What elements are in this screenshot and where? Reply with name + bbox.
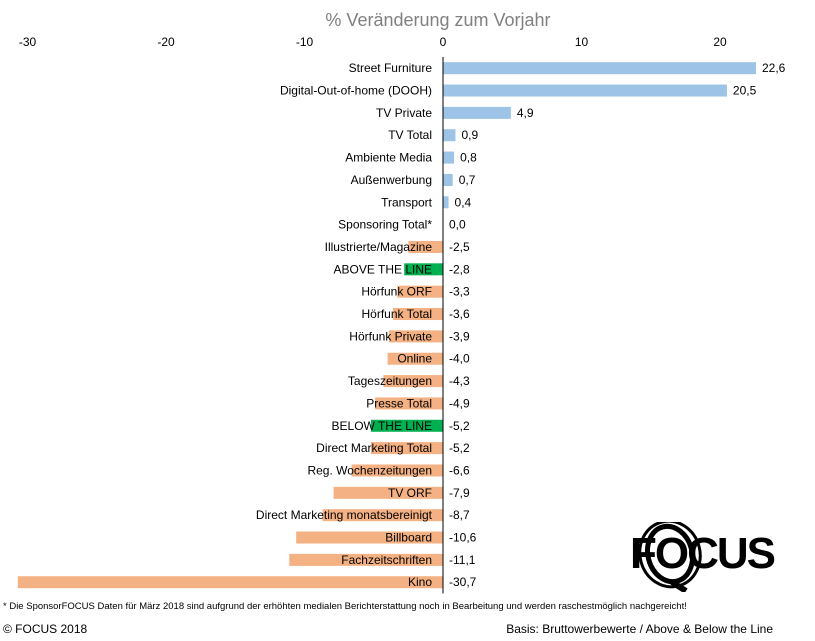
category-label: Reg. Wochenzeitungen <box>307 463 432 477</box>
basis-note: Basis: Bruttowerbewerte / Above & Below … <box>506 622 773 636</box>
bar <box>443 84 727 97</box>
bar <box>443 129 456 142</box>
category-label: TV Total <box>388 128 432 142</box>
category-label: Tageszeitungen <box>348 374 432 388</box>
logo-wordmark: FOCUS <box>630 529 775 578</box>
category-label: Hörfunk ORF <box>361 285 432 299</box>
value-label: -2,5 <box>449 240 470 254</box>
value-label: 0,7 <box>459 173 476 187</box>
x-tick-label: 20 <box>713 35 727 49</box>
value-label: -4,3 <box>449 374 470 388</box>
category-label: Ambiente Media <box>345 151 432 165</box>
bar <box>322 509 443 522</box>
x-tick-label: 0 <box>440 35 447 49</box>
value-label: 22,6 <box>762 61 786 75</box>
category-label: Online <box>397 352 432 366</box>
category-label: ABOVE THE LINE <box>334 262 432 276</box>
category-label: Illustrierte/Magazine <box>325 240 433 254</box>
category-label: Digital-Out-of-home (DOOH) <box>280 84 432 98</box>
bar <box>289 553 443 566</box>
category-label: Hörfunk Private <box>349 329 432 343</box>
category-label: TV Private <box>376 106 432 120</box>
bar <box>393 308 443 321</box>
x-tick-label: -10 <box>296 35 314 49</box>
bar <box>370 442 443 455</box>
value-label: -5,2 <box>449 419 470 433</box>
value-label: -3,9 <box>449 329 470 343</box>
category-labels: Street Furniture Digital-Out-of-home (DOO… <box>256 61 433 589</box>
category-label: Kino <box>408 575 432 589</box>
bar <box>388 330 443 343</box>
bars <box>17 62 757 589</box>
chart-title: % Veränderung zum Vorjahr <box>325 10 550 30</box>
bar <box>404 263 443 276</box>
value-label: -8,7 <box>449 508 470 522</box>
category-label: Fachzeitschriften <box>341 553 432 567</box>
category-label: Sponsoring Total* <box>338 218 432 232</box>
bar <box>443 106 511 119</box>
value-label: 20,5 <box>733 84 757 98</box>
value-label: -5,2 <box>449 441 470 455</box>
focus-logo: FOCUS <box>630 522 777 592</box>
bar <box>443 62 757 75</box>
bar <box>443 173 453 186</box>
bar <box>383 375 443 388</box>
value-label: -2,8 <box>449 262 470 276</box>
bar <box>443 196 449 209</box>
copyright: © FOCUS 2018 <box>3 622 88 636</box>
category-label: Hörfunk Total <box>362 307 432 321</box>
category-label: Transport <box>381 195 433 209</box>
value-label: 4,9 <box>517 106 534 120</box>
value-label: -4,0 <box>449 352 470 366</box>
value-label: -3,3 <box>449 285 470 299</box>
bar <box>375 397 443 410</box>
footnote: * Die SponsorFOCUS Daten für März 2018 s… <box>3 601 687 612</box>
category-label: Presse Total <box>366 396 432 410</box>
value-label: -4,9 <box>449 396 470 410</box>
value-label: -7,9 <box>449 486 470 500</box>
bar <box>333 486 443 499</box>
value-label: 0,8 <box>460 151 477 165</box>
category-label: Street Furniture <box>349 61 433 75</box>
value-label: -30,7 <box>449 575 477 589</box>
value-label: -3,6 <box>449 307 470 321</box>
value-label: 0,4 <box>455 195 472 209</box>
category-label: Direct Marketing monatsbereinigt <box>256 508 433 522</box>
bar <box>351 464 443 477</box>
bar-chart: % Veränderung zum Vorjahr -30 -20 -10 0 10 20… <box>17 10 786 594</box>
category-label: TV ORF <box>388 486 432 500</box>
bar <box>370 419 443 432</box>
bar <box>17 576 444 589</box>
value-label: -6,6 <box>449 463 470 477</box>
x-tick-label: -30 <box>19 35 37 49</box>
value-label: -10,6 <box>449 531 477 545</box>
x-tick-label: -20 <box>157 35 175 49</box>
category-label: Billboard <box>385 531 432 545</box>
category-label: Außenwerbung <box>351 173 432 187</box>
value-label: 0,0 <box>449 218 466 232</box>
category-label: Direct Marketing Total <box>316 441 432 455</box>
value-label: 0,9 <box>461 128 478 142</box>
category-label: BELOW THE LINE <box>332 419 432 433</box>
x-tick-label: 10 <box>575 35 589 49</box>
x-axis: -30 -20 -10 0 10 20 <box>19 35 727 49</box>
value-label: -11,1 <box>449 553 476 567</box>
bar <box>296 531 443 544</box>
bar <box>443 151 455 164</box>
bar <box>397 285 443 298</box>
bar <box>387 352 443 365</box>
bar <box>408 240 443 253</box>
value-labels: 22,6 20,5 4,9 0,9 0,8 0,7 0,4 0,0 -2,5 -2,8 -3,3 -3… <box>449 61 786 589</box>
